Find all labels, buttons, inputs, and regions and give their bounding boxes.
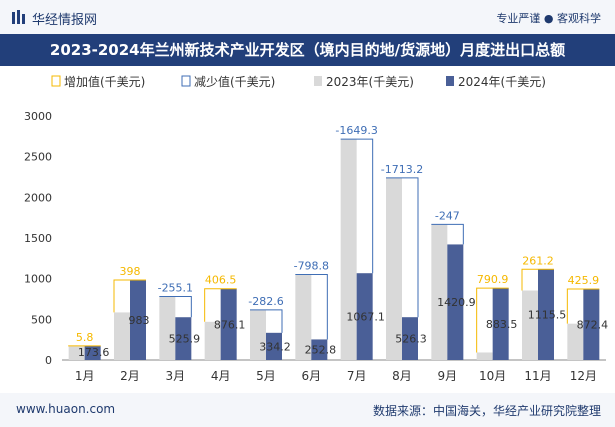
change-label: 406.5 bbox=[205, 274, 237, 287]
bar-2023 bbox=[114, 312, 130, 360]
value-label-2024: 1067.1 bbox=[346, 311, 385, 324]
legend-increase-label: 增加值(千美元) bbox=[64, 74, 145, 89]
x-tick-label: 3月 bbox=[166, 369, 186, 383]
increase-bracket bbox=[204, 288, 237, 322]
change-label: 790.9 bbox=[477, 273, 509, 286]
x-tick-label: 9月 bbox=[438, 369, 458, 383]
bar-2024 bbox=[84, 345, 101, 360]
x-tick-label: 2月 bbox=[120, 369, 140, 383]
bar-2024 bbox=[220, 288, 237, 360]
bar-2023 bbox=[68, 346, 85, 360]
decrease-bracket bbox=[295, 273, 328, 340]
bar-chart: 0 500 1000 1500 2000 2500 3000 5.8 173.6 1月 398 983… bbox=[24, 74, 609, 383]
legend-swatch-2024 bbox=[446, 76, 454, 86]
y-tick-label: 1000 bbox=[24, 273, 52, 286]
change-label: -1713.2 bbox=[381, 163, 423, 176]
increase-bracket bbox=[476, 287, 509, 353]
legend-2024-label: 2024年(千美元) bbox=[458, 75, 546, 89]
bar-2023 bbox=[250, 309, 266, 360]
value-label-2024: 876.1 bbox=[214, 318, 246, 331]
bar-2024 bbox=[266, 332, 282, 360]
x-tick-label: 1月 bbox=[75, 369, 95, 383]
bar-2023 bbox=[295, 274, 312, 360]
bar-2024 bbox=[311, 339, 328, 360]
logo-text: 华经情报网 bbox=[32, 13, 98, 28]
value-label-2024: 252.8 bbox=[305, 344, 337, 357]
decrease-bracket bbox=[386, 177, 419, 318]
value-label-2024: 173.6 bbox=[78, 346, 110, 359]
value-label-2024: 983 bbox=[129, 314, 150, 327]
change-label: 5.8 bbox=[76, 331, 94, 344]
change-label: -247 bbox=[435, 209, 460, 222]
y-tick-label: 2500 bbox=[24, 151, 52, 164]
bar-2023 bbox=[431, 224, 448, 360]
change-label: 398 bbox=[120, 265, 141, 278]
value-label-2024: 525.9 bbox=[169, 333, 201, 346]
value-label-2024: 872.4 bbox=[577, 319, 609, 332]
x-tick-label: 5月 bbox=[256, 369, 276, 383]
change-label: -1649.3 bbox=[335, 124, 377, 137]
legend-swatch-2023 bbox=[314, 76, 322, 86]
increase-bracket bbox=[566, 288, 600, 324]
y-tick-label: 0 bbox=[45, 354, 52, 367]
y-tick-label: 3000 bbox=[24, 110, 52, 123]
bar-2024 bbox=[402, 317, 418, 360]
increase-bracket bbox=[521, 268, 554, 291]
bar-2024 bbox=[538, 269, 554, 360]
website-link[interactable]: www.huaon.com bbox=[16, 402, 116, 416]
change-label: 425.9 bbox=[568, 274, 600, 287]
value-label-2024: 334.2 bbox=[259, 340, 291, 353]
bar-2023 bbox=[567, 323, 584, 360]
top-bar: 华经情报网 专业严谨 ● 客观科学 bbox=[0, 0, 615, 34]
x-tick-label: 12月 bbox=[570, 369, 597, 383]
slogan: 专业严谨 ● 客观科学 bbox=[496, 12, 601, 25]
bar-2023 bbox=[386, 177, 402, 360]
value-label-2024: 883.5 bbox=[486, 318, 518, 331]
decrease-bracket bbox=[250, 309, 283, 333]
legend-swatch-decrease bbox=[181, 75, 191, 87]
x-tick-label: 11月 bbox=[524, 369, 551, 383]
bar-2024 bbox=[175, 317, 192, 360]
data-source: 数据来源：中国海关，华经产业研究院整理 bbox=[372, 404, 601, 418]
x-tick-label: 4月 bbox=[211, 369, 231, 383]
change-label: -282.6 bbox=[248, 295, 283, 308]
y-tick-label: 2000 bbox=[24, 191, 52, 204]
bar-2023 bbox=[522, 290, 538, 360]
increase-bracket bbox=[113, 279, 146, 313]
y-tick-label: 1500 bbox=[24, 232, 52, 245]
value-label-2024: 526.3 bbox=[395, 333, 427, 346]
x-tick-label: 7月 bbox=[347, 369, 367, 383]
legend-2023-label: 2023年(千美元) bbox=[326, 75, 414, 89]
x-tick-label: 6月 bbox=[302, 369, 322, 383]
x-tick-label: 10月 bbox=[479, 369, 506, 383]
value-label-2024: 1115.5 bbox=[528, 309, 567, 322]
title-bar: 2023-2024年兰州新技术产业开发区（境内目的地/货源地）月度进出口总额 bbox=[0, 34, 615, 66]
bar-2024 bbox=[356, 273, 373, 360]
bar-2023 bbox=[476, 352, 493, 360]
decrease-bracket bbox=[159, 295, 192, 318]
bar-2024 bbox=[447, 244, 464, 360]
value-label-2024: 1420.9 bbox=[437, 296, 476, 309]
change-label: 261.2 bbox=[522, 254, 554, 267]
bar-2024 bbox=[130, 280, 146, 360]
chart-title: 2023-2024年兰州新技术产业开发区（境内目的地/货源地）月度进出口总额 bbox=[49, 41, 566, 59]
bar-2023 bbox=[204, 321, 221, 360]
bar-2023 bbox=[159, 296, 176, 360]
footer: www.huaon.com 数据来源：中国海关，华经产业研究院整理 bbox=[0, 393, 615, 427]
bar-2024 bbox=[492, 288, 509, 360]
decrease-bracket bbox=[431, 223, 464, 245]
y-tick-label: 500 bbox=[31, 313, 52, 326]
change-label: -255.1 bbox=[158, 281, 193, 294]
bar-2024 bbox=[583, 289, 600, 360]
decrease-bracket bbox=[340, 138, 374, 274]
x-tick-label: 8月 bbox=[392, 369, 412, 383]
legend-swatch-increase bbox=[51, 75, 61, 87]
change-label: -798.8 bbox=[294, 259, 329, 272]
logo-icon bbox=[12, 10, 25, 24]
bar-2023 bbox=[340, 139, 357, 360]
legend-decrease-label: 减少值(千美元) bbox=[194, 74, 275, 89]
